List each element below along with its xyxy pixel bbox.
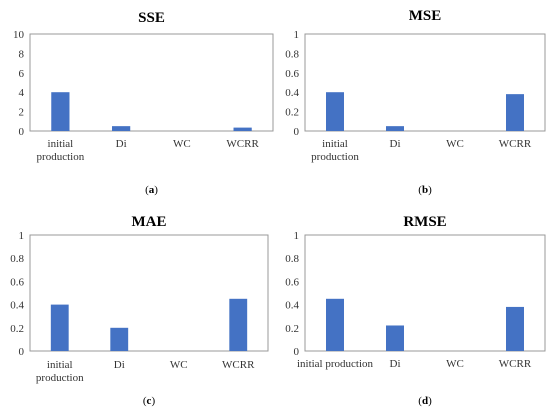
y-tick-label: 1 — [19, 230, 25, 242]
y-tick-label: 0 — [294, 126, 300, 138]
x-tick-label: WCRR — [226, 138, 259, 150]
y-tick-label: 0.8 — [285, 48, 299, 60]
y-tick-label: 1 — [294, 230, 300, 242]
x-tick-label: WCRR — [499, 358, 532, 370]
bar — [110, 327, 129, 351]
y-tick-label: 1 — [294, 29, 300, 41]
x-tick-label: Di — [390, 138, 401, 150]
chart-title: RMSE — [403, 214, 446, 230]
x-tick-label: WC — [446, 358, 464, 370]
x-tick-label: Di — [390, 358, 401, 370]
bar — [233, 127, 252, 131]
y-tick-label: 0.4 — [10, 300, 24, 312]
y-tick-label: 0.6 — [285, 276, 299, 288]
x-tick-label: WCRR — [222, 359, 255, 371]
bar — [506, 94, 524, 131]
plot-frame — [29, 234, 269, 352]
plot-frame — [304, 33, 546, 132]
x-tick-label: initial production — [311, 138, 359, 163]
y-tick-label: 0.8 — [285, 253, 299, 265]
bar — [50, 304, 69, 351]
y-tick-label: 0.4 — [285, 87, 299, 99]
y-tick-label: 10 — [13, 29, 25, 41]
y-tick-label: 0 — [19, 346, 25, 358]
bar — [51, 92, 70, 131]
bar — [506, 306, 524, 351]
y-tick-label: 0.2 — [285, 107, 299, 119]
y-tick-label: 0.6 — [285, 68, 299, 80]
bar — [229, 298, 248, 351]
plot-frame — [29, 33, 274, 132]
chart-title: MAE — [132, 214, 167, 230]
y-tick-label: 4 — [19, 87, 25, 99]
panel-label: (c) — [143, 395, 156, 407]
chart-title: SSE — [138, 10, 165, 26]
y-tick-label: 0.4 — [285, 300, 299, 312]
chart-panel-c: MAE 0 0.2 0.4 0.6 0.8 1 initial production Di WC WC… — [10, 214, 269, 407]
chart-panel-d: RMSE 0 0.2 0.4 0.6 0.8 1 initial production Di WC… — [285, 214, 546, 407]
panel-label: (b) — [418, 184, 432, 196]
plot-frame — [304, 234, 546, 352]
y-tick-label: 0 — [19, 126, 25, 138]
y-tick-label: 0.2 — [10, 323, 24, 335]
x-tick-label: Di — [116, 138, 127, 150]
bar — [386, 126, 404, 131]
x-tick-label: WC — [173, 138, 191, 150]
bar — [386, 325, 404, 351]
x-tick-label: WCRR — [499, 138, 532, 150]
x-tick-label: initial production — [36, 359, 84, 384]
y-tick-label: 8 — [19, 48, 25, 60]
panel-label: (a) — [145, 184, 158, 196]
x-tick-label: initial production — [297, 358, 374, 370]
y-tick-label: 6 — [19, 68, 25, 80]
x-tick-label: WC — [446, 138, 464, 150]
x-tick-label: initial production — [37, 138, 85, 163]
y-tick-label: 2 — [19, 107, 25, 119]
chart-panel-b: MSE 0 0.2 0.4 0.6 0.8 1 initial production Di WC WC… — [285, 8, 546, 196]
y-tick-label: 0 — [294, 346, 300, 358]
x-tick-label: Di — [114, 359, 125, 371]
chart-panel-a: SSE 0 2 4 6 8 10 initial production Di WC WCRR (a) — [13, 10, 274, 196]
x-tick-label: WC — [170, 359, 188, 371]
bar — [112, 126, 131, 131]
y-tick-label: 0.6 — [10, 276, 24, 288]
chart-title: MSE — [409, 8, 442, 24]
bar — [326, 92, 344, 131]
panel-label: (d) — [418, 395, 432, 407]
y-tick-label: 0.8 — [10, 253, 24, 265]
bar — [326, 298, 344, 351]
y-tick-label: 0.2 — [285, 323, 299, 335]
